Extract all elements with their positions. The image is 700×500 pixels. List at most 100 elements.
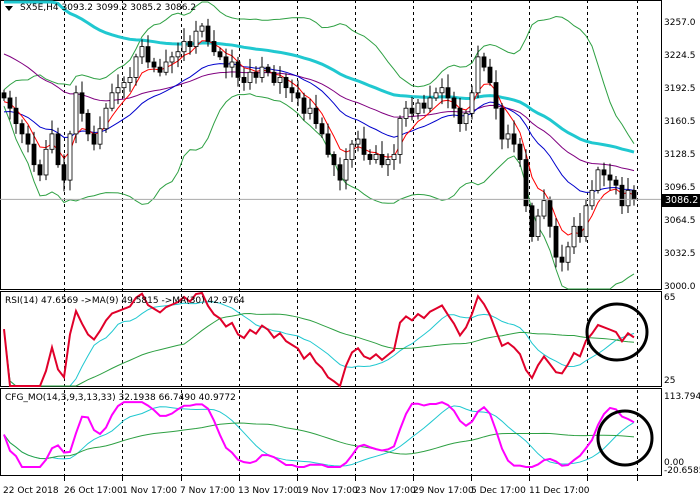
candle xyxy=(73,92,79,135)
candle xyxy=(289,87,295,94)
candle xyxy=(427,97,433,109)
candle xyxy=(85,112,91,135)
bollinger-upper xyxy=(3,1,635,144)
candle xyxy=(535,215,541,237)
candle xyxy=(49,133,55,150)
candle xyxy=(583,205,589,237)
cfg-signal-line xyxy=(3,405,635,467)
candle xyxy=(523,159,529,207)
candle xyxy=(391,154,397,160)
candle xyxy=(61,164,67,181)
candle xyxy=(349,143,355,160)
annotation-circle-rsi xyxy=(585,302,649,362)
candle xyxy=(589,189,595,207)
rsi-label: RSI(14) 47.6569 xyxy=(5,296,79,306)
cfg-tick-zero: 0.00 xyxy=(664,458,685,468)
rsi-ma2-label: ->MA(30) 42.9764 xyxy=(161,296,245,306)
candle xyxy=(37,164,43,176)
time-tick: 23 Nov 17:00 xyxy=(355,486,416,496)
rsi-line xyxy=(3,291,635,388)
candle xyxy=(355,138,361,145)
rsi-panel-frame xyxy=(0,291,662,387)
candle xyxy=(469,92,475,114)
candle xyxy=(451,97,457,109)
candle xyxy=(529,205,535,237)
candle xyxy=(493,82,499,109)
cfg-main-line xyxy=(3,401,635,468)
candle xyxy=(121,82,127,89)
ma-cyan-line xyxy=(4,0,635,154)
candle xyxy=(631,189,637,200)
price-tick: 3160.5 xyxy=(664,117,696,127)
candle xyxy=(505,133,511,140)
price-tick: 3128.5 xyxy=(664,150,696,160)
candle xyxy=(367,154,373,160)
current-price-label: 3086.2 xyxy=(662,194,700,207)
cfg-tick-min: -20.6585 xyxy=(664,466,700,476)
time-tick: 29 Nov 17:00 xyxy=(413,486,474,496)
time-tick: 1 Nov 17:00 xyxy=(122,486,177,496)
candle xyxy=(415,102,421,114)
price-tick: 3192.5 xyxy=(664,84,696,94)
candle xyxy=(199,25,205,32)
ma-red-line xyxy=(3,40,635,236)
price-tick: 3000.0 xyxy=(664,282,696,292)
candle xyxy=(67,133,73,181)
candle xyxy=(397,118,403,155)
candle xyxy=(319,123,325,135)
candle xyxy=(103,107,109,130)
candle xyxy=(433,92,439,99)
candle xyxy=(1,92,7,99)
candle xyxy=(193,30,199,47)
candle xyxy=(559,256,565,263)
candle xyxy=(277,77,283,83)
time-tick: 13 Nov 17:00 xyxy=(238,486,299,496)
candle xyxy=(295,92,301,99)
candle xyxy=(19,123,25,135)
candle xyxy=(499,107,505,140)
candle xyxy=(457,107,463,125)
candle xyxy=(541,200,547,217)
candle xyxy=(181,41,187,53)
candle xyxy=(379,154,385,166)
rsi-tick-65: 65 xyxy=(664,293,676,303)
candle xyxy=(487,66,493,83)
time-tick: 22 Oct 2018 xyxy=(3,486,59,496)
rsi-ma9-line xyxy=(3,301,635,387)
candle xyxy=(55,133,61,166)
candle xyxy=(607,174,613,181)
candle xyxy=(115,87,121,94)
candle xyxy=(625,189,631,207)
candle xyxy=(265,66,271,73)
candle xyxy=(553,225,559,258)
rsi-ma1-label: ->MA(9) 49.5815 xyxy=(81,296,159,306)
chart-header: SX5E,H4 3093.2 3099.2 3085.2 3086.2 xyxy=(20,3,196,13)
candle xyxy=(229,61,235,68)
ma-purple-line xyxy=(3,53,635,172)
candle xyxy=(109,92,115,109)
rsi-ma30-line xyxy=(3,313,635,387)
candle xyxy=(157,66,163,73)
candle xyxy=(337,164,343,181)
candle xyxy=(253,71,259,78)
main-panel-frame xyxy=(0,0,662,290)
candle xyxy=(595,169,601,191)
candle xyxy=(259,66,265,78)
ohlc-values: 3093.2 3099.2 3085.2 3086.2 xyxy=(61,3,197,13)
ma-blue-line xyxy=(3,63,635,193)
candle xyxy=(373,154,379,160)
candle xyxy=(97,128,103,145)
candle xyxy=(169,56,175,63)
candle xyxy=(235,61,241,78)
candle xyxy=(547,200,553,227)
time-tick: 11 Dec 17:00 xyxy=(529,486,590,496)
candle xyxy=(601,169,607,176)
candle xyxy=(307,107,313,114)
candle xyxy=(145,46,151,63)
price-tick: 3224.5 xyxy=(664,51,696,61)
candle xyxy=(475,56,481,94)
candle xyxy=(409,107,415,114)
dropdown-arrow-icon xyxy=(5,6,13,11)
cfg-label: CFG_MO(14,3,9,3,13,33) 32.1938 66.7490 4… xyxy=(5,393,236,403)
candle xyxy=(565,246,571,263)
